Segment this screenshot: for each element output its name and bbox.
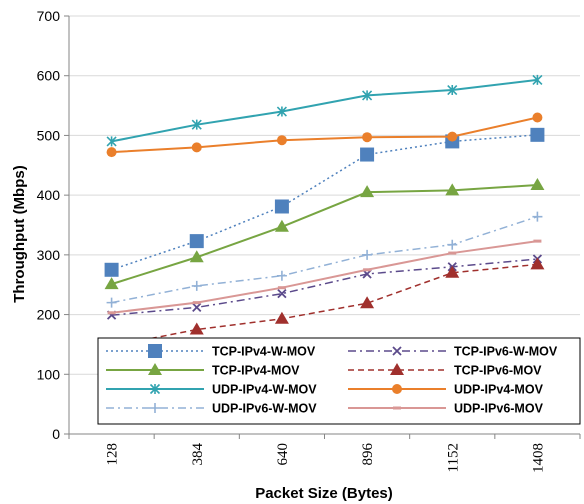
x-tick-label: 896	[360, 443, 376, 466]
data-point	[274, 311, 289, 324]
data-point	[106, 297, 117, 308]
data-point	[274, 199, 289, 214]
data-point	[532, 74, 543, 85]
legend-marker	[149, 383, 161, 395]
legend-marker	[392, 384, 402, 394]
legend: TCP-IPv4-W-MOV TCP-IPv6-W-MOV TCP-IPv4-MOV…	[97, 337, 581, 425]
legend-label: UDP-IPv6-MOV	[454, 402, 544, 416]
series-tcp-ipv6-mov	[104, 257, 545, 352]
series-line	[111, 240, 538, 314]
data-point	[360, 185, 375, 198]
series-line	[111, 258, 538, 316]
data-point	[362, 90, 373, 101]
data-point	[191, 119, 202, 130]
x-tick-label: 1152	[445, 443, 461, 472]
data-point	[106, 147, 117, 158]
series-tcp-ipv4-w-mov	[104, 127, 545, 277]
series-udp-ipv4-mov	[106, 112, 543, 158]
data-point	[532, 112, 543, 123]
legend-entry: TCP-IPv6-W-MOV	[348, 345, 558, 359]
data-point	[445, 183, 460, 196]
series-line	[111, 263, 538, 347]
data-point	[104, 262, 119, 277]
data-point	[189, 322, 204, 335]
axes	[68, 16, 581, 439]
legend-entry: UDP-IPv4-W-MOV	[106, 383, 317, 397]
data-point	[104, 277, 119, 290]
data-point	[530, 177, 545, 190]
legend-entry: UDP-IPv6-MOV	[348, 402, 544, 416]
data-point	[447, 239, 458, 250]
series-line	[111, 183, 538, 286]
x-tick-label: 384	[190, 443, 206, 466]
data-point	[532, 211, 543, 222]
y-tick-label: 300	[37, 247, 61, 263]
data-point	[445, 265, 460, 278]
data-point	[360, 296, 375, 309]
series-line	[111, 215, 538, 304]
y-tick-label: 200	[37, 307, 61, 323]
x-tick-labels: 128 384 640 896 1152 1408	[105, 443, 547, 474]
legend-entry: TCP-IPv4-W-MOV	[106, 344, 316, 359]
data-point	[447, 84, 458, 96]
data-point	[274, 219, 289, 232]
data-point	[191, 280, 202, 291]
y-tick-labels: 0 100 200 300 400 500 600 700	[37, 8, 61, 442]
data-point	[276, 270, 287, 281]
series-udp-ipv6-mov	[107, 239, 542, 315]
legend-label: TCP-IPv4-W-MOV	[212, 345, 316, 359]
series-lines	[104, 74, 545, 352]
x-tick-label: 640	[275, 443, 291, 466]
series-line	[111, 78, 538, 143]
data-point	[191, 142, 202, 153]
legend-marker	[390, 363, 404, 375]
data-point	[106, 136, 117, 147]
legend-marker	[150, 403, 160, 413]
data-point	[360, 147, 375, 162]
legend-label: TCP-IPv6-W-MOV	[454, 345, 558, 359]
data-point	[189, 234, 204, 249]
data-point	[277, 289, 287, 299]
legend-label: UDP-IPv6-W-MOV	[212, 402, 317, 416]
x-tick-label: 128	[105, 443, 121, 466]
data-point	[362, 249, 373, 260]
data-point	[530, 257, 545, 270]
data-point	[447, 131, 458, 142]
y-tick-label: 600	[37, 68, 61, 84]
y-tick-label: 700	[37, 8, 61, 24]
y-axis-title: Throughput (Mbps)	[11, 165, 28, 302]
data-point	[362, 132, 373, 143]
series-udp-ipv6-w-mov	[106, 211, 543, 308]
y-tick-label: 400	[37, 187, 61, 203]
data-point	[530, 127, 545, 142]
y-tick-label: 100	[37, 366, 61, 382]
data-point	[276, 106, 287, 117]
legend-marker	[148, 344, 162, 358]
legend-entry: TCP-IPv4-MOV	[106, 363, 300, 378]
data-point	[189, 250, 204, 263]
legend-label: TCP-IPv6-MOV	[454, 364, 542, 378]
series-udp-ipv4-w-mov	[106, 74, 543, 147]
x-tick-label: 1408	[530, 443, 546, 473]
legend-label: UDP-IPv4-MOV	[454, 383, 544, 397]
data-point	[192, 302, 202, 313]
legend-entry: UDP-IPv4-MOV	[348, 383, 544, 397]
series-tcp-ipv4-mov	[104, 177, 545, 290]
y-tick-label: 0	[52, 426, 60, 442]
data-point	[276, 135, 287, 146]
legend-box	[97, 337, 581, 425]
legend-marker	[148, 363, 162, 375]
legend-entry: UDP-IPv6-W-MOV	[106, 402, 317, 416]
x-axis-title: Packet Size (Bytes)	[255, 485, 393, 502]
series-line	[111, 134, 538, 271]
legend-marker	[392, 346, 402, 356]
legend-label: TCP-IPv4-MOV	[212, 364, 300, 378]
series-line	[111, 116, 538, 154]
legend-label: UDP-IPv4-W-MOV	[212, 383, 317, 397]
legend-entry: TCP-IPv6-MOV	[348, 363, 542, 378]
y-tick-label: 500	[37, 127, 61, 143]
